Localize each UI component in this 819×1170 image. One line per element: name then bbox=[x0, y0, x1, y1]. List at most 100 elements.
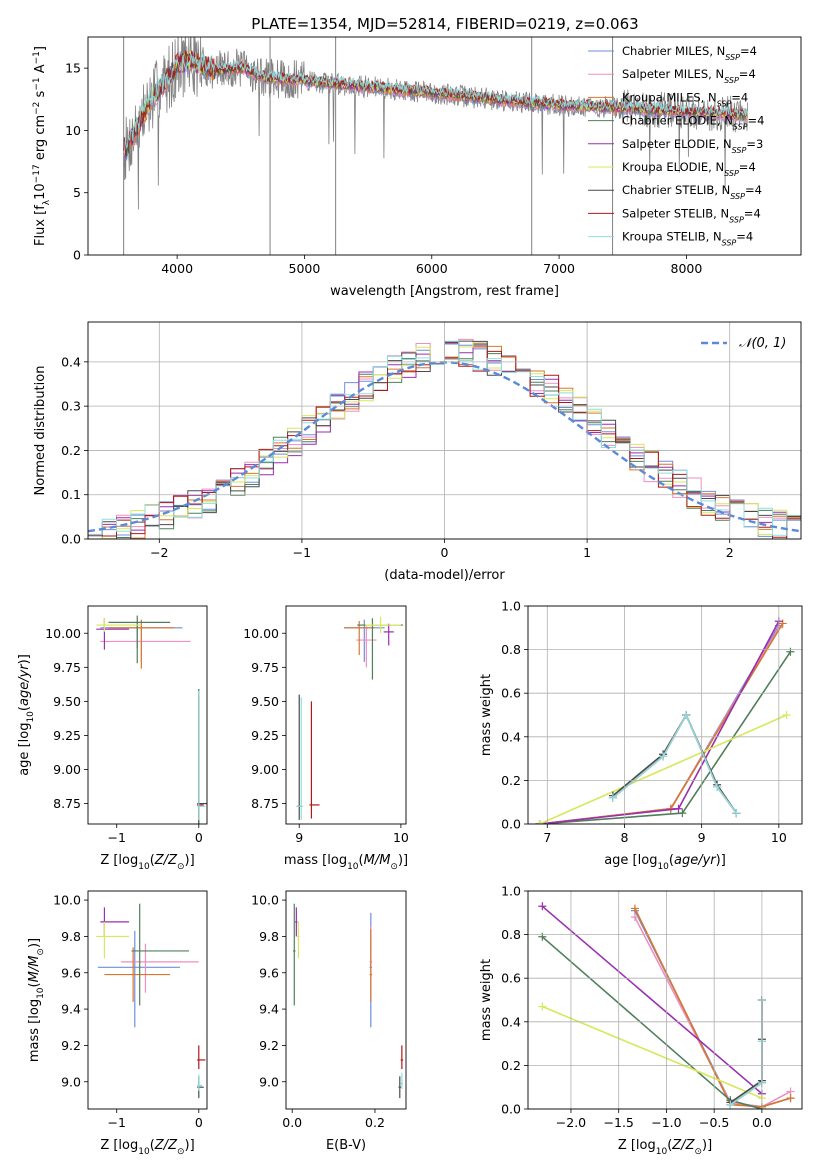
y-tick-label: 9.2 bbox=[259, 1038, 279, 1053]
legend-entry-6: Chabrier STELIB, NSSP=4 bbox=[622, 183, 762, 201]
legend-sub: SSP bbox=[729, 215, 744, 224]
y-tick-label: 10.0 bbox=[53, 893, 81, 908]
y-tick-label: 0.0 bbox=[61, 532, 81, 547]
label-part: E(B-V) bbox=[326, 1138, 366, 1153]
label-part: M/M bbox=[27, 956, 42, 983]
y-tick-label: 9.8 bbox=[259, 929, 279, 944]
legend-eq: = bbox=[739, 67, 749, 81]
label-part: age/yr bbox=[674, 853, 717, 868]
label-part: ⊙ bbox=[36, 948, 46, 956]
weight-marker-4 bbox=[538, 902, 547, 911]
legend-sep: , bbox=[713, 206, 720, 220]
y-label-part: erg cm bbox=[33, 115, 48, 164]
y-tick-label: 0.0 bbox=[501, 1102, 521, 1117]
legend-sub: SSP bbox=[724, 169, 739, 178]
weight-marker-2 bbox=[630, 904, 639, 913]
label-part: mass [log bbox=[27, 999, 42, 1062]
x-tick-label: 7 bbox=[543, 830, 551, 845]
y-tick-label: 9.50 bbox=[251, 694, 279, 709]
legend-sub: SSP bbox=[725, 53, 740, 62]
y-label-part: λ bbox=[42, 199, 52, 205]
label-part: ( bbox=[669, 853, 674, 868]
y-tick-label: 9.0 bbox=[61, 1074, 81, 1089]
y-label-part: Flux [f bbox=[33, 205, 48, 246]
legend-entry-4: Salpeter ELODIE, NSSP=3 bbox=[622, 137, 763, 155]
legend-nssp: 4 bbox=[757, 114, 764, 128]
legend-sub: SSP bbox=[733, 122, 748, 131]
label-part: M/M bbox=[364, 853, 391, 868]
x-tick-label: −1 bbox=[293, 545, 311, 560]
y-tick-label: 9.4 bbox=[259, 1002, 279, 1017]
y-tick-label: 0.3 bbox=[61, 399, 81, 414]
x-tick-label: 4000 bbox=[161, 261, 193, 276]
x-tick-label: 0 bbox=[441, 545, 449, 560]
weight-line-4 bbox=[541, 905, 763, 1095]
y-tick-label: 0.4 bbox=[501, 729, 521, 744]
label-part: Z/Z bbox=[671, 1138, 695, 1153]
x-tick-label: −0.5 bbox=[699, 1115, 729, 1130]
y-tick-label: 0.8 bbox=[501, 927, 521, 942]
legend-eq: = bbox=[748, 114, 758, 128]
plot-area-age_vs_z bbox=[96, 615, 207, 824]
legend-label: Chabrier ELODIE bbox=[622, 114, 717, 128]
label-part: 10 bbox=[26, 711, 36, 723]
x-tick-label: 9 bbox=[698, 830, 706, 845]
weight-marker-5 bbox=[782, 711, 791, 719]
x-tick-label: 0 bbox=[195, 830, 203, 845]
y-tick-label: 15 bbox=[65, 61, 81, 76]
x-tick-label: 10 bbox=[771, 830, 787, 845]
y-tick-label: 0.0 bbox=[501, 817, 521, 832]
x-tick-label: 6000 bbox=[416, 261, 448, 276]
axes-weight_vs_z: −2.0 −1.5 −1.0 −0.5 0.0 0.0 0.2 0.4 0.6 0.8 1.0 Z [… bbox=[479, 884, 803, 1157]
weight-marker-8 bbox=[732, 809, 741, 818]
y-axis-label: mass [log10(M/M⊙)] bbox=[27, 938, 46, 1062]
x-tick-label: −1 bbox=[108, 830, 126, 845]
axes-frame bbox=[285, 890, 407, 1110]
label-part: ( bbox=[667, 1138, 672, 1153]
legend-n: N bbox=[715, 160, 724, 174]
y-tick-label: 0.2 bbox=[501, 773, 521, 788]
legend-sep: , bbox=[716, 137, 723, 151]
legend-eq: = bbox=[731, 90, 741, 104]
y-tick-label: 10.00 bbox=[243, 626, 279, 641]
x-tick-label: 0.2 bbox=[365, 1115, 385, 1130]
label-part: Z [log bbox=[100, 1138, 138, 1153]
y-axis-label: mass weight bbox=[479, 674, 494, 756]
legend-label: Chabrier STELIB bbox=[622, 183, 714, 197]
x-tick-label: −1.5 bbox=[604, 1115, 634, 1130]
label-part: ( bbox=[150, 853, 155, 868]
legend-nssp: 4 bbox=[748, 67, 755, 81]
legend-entry-2: Kroupa MILES, NSSP=4 bbox=[622, 90, 748, 108]
y-tick-label: 9.50 bbox=[53, 694, 81, 709]
y-label-part: −1 bbox=[32, 51, 42, 64]
legend-n: N bbox=[713, 230, 722, 244]
weight-line-5 bbox=[539, 714, 787, 824]
legend-eq: = bbox=[744, 206, 754, 220]
x-axis-label: age [log10(age/yr)] bbox=[604, 853, 726, 872]
axes-mass_vs_ebv: 0.0 0.2 9.0 9.2 9.4 9.6 9.8 10.0 E(B-V) bbox=[251, 890, 407, 1153]
y-tick-label: 8.75 bbox=[53, 796, 81, 811]
label-part: ⊙ bbox=[694, 1147, 702, 1157]
y-tick-label: 10 bbox=[65, 123, 81, 138]
legend-eq: = bbox=[745, 183, 755, 197]
y-label-part: ] bbox=[33, 46, 48, 51]
y-label-part: −17 bbox=[32, 164, 42, 183]
legend-sep: , bbox=[708, 67, 715, 81]
label-part: ( bbox=[359, 853, 364, 868]
label-part: wavelength [Angstrom, rest frame] bbox=[330, 284, 559, 299]
y-tick-label: 9.2 bbox=[61, 1038, 81, 1053]
y-tick-label: 9.25 bbox=[53, 728, 81, 743]
label-part: 10 bbox=[138, 862, 150, 872]
x-tick-label: 0.0 bbox=[282, 1115, 302, 1130]
x-tick-label: 0 bbox=[195, 1115, 203, 1130]
legend-label: Salpeter MILES bbox=[622, 67, 708, 81]
y-tick-label: 9.6 bbox=[61, 965, 81, 980]
axes-frame bbox=[87, 36, 802, 256]
y-tick-label: 9.0 bbox=[259, 1074, 279, 1089]
label-part: ⊙ bbox=[177, 862, 185, 872]
label-part: )] bbox=[716, 853, 726, 868]
x-tick-label: 0.0 bbox=[752, 1115, 772, 1130]
label-part: mass weight bbox=[479, 959, 494, 1041]
